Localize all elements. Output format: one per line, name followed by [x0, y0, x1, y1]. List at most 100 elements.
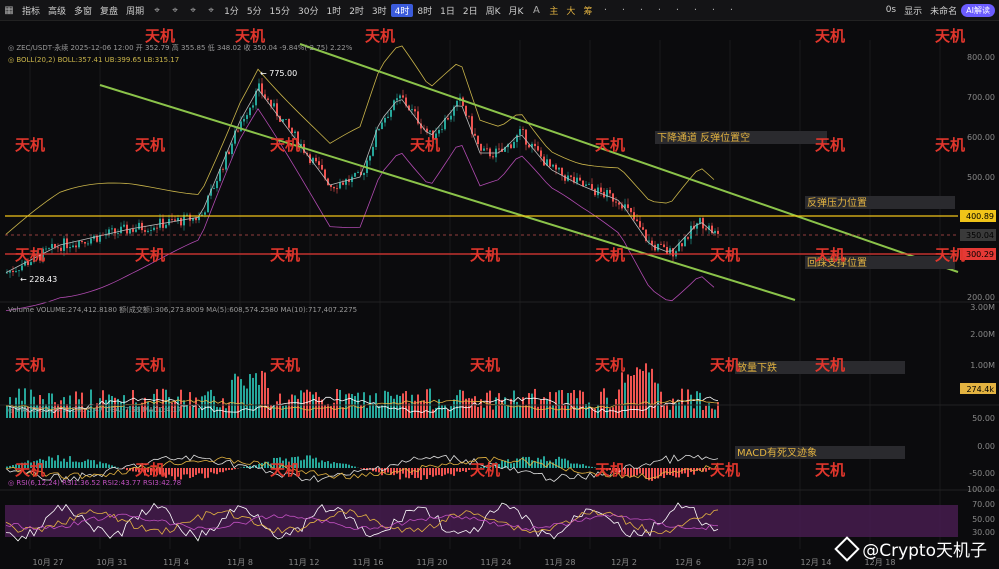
macd-bar — [111, 465, 113, 468]
volume-bar — [345, 394, 347, 418]
candle-body — [270, 99, 272, 107]
shape-icon[interactable]: · — [657, 4, 662, 16]
candle-body — [477, 135, 479, 144]
toolbar-item-13[interactable]: 8时 — [417, 6, 433, 17]
toolbar-item-5[interactable]: 1分 — [224, 6, 239, 17]
candle-body — [396, 98, 398, 101]
toolbar-item-6[interactable]: 5分 — [246, 6, 262, 17]
macd-bar — [135, 468, 137, 472]
line-icon[interactable]: ⌖ — [190, 4, 196, 16]
macd-bar — [222, 468, 224, 473]
measure-icon[interactable]: · — [639, 4, 644, 16]
toolbar-right-1[interactable]: 显示 — [904, 6, 923, 17]
candle-body — [357, 171, 359, 173]
crosshair-icon[interactable]: ⌖ — [154, 4, 160, 16]
macd-bar — [675, 468, 677, 478]
volume-bar — [510, 398, 512, 418]
volume-bar — [693, 408, 695, 418]
macd-bar — [639, 468, 641, 474]
candle-body — [300, 144, 302, 147]
macd-bar — [333, 462, 335, 468]
trash-icon[interactable]: · — [729, 4, 734, 16]
toolbar-item-7[interactable]: 15分 — [269, 6, 290, 17]
text-icon[interactable]: A — [532, 4, 540, 16]
toolbar-item-10[interactable]: 2时 — [349, 6, 364, 17]
volume-bar — [531, 393, 533, 418]
candle-body — [582, 180, 584, 187]
macd-bar — [321, 460, 323, 468]
lock-icon[interactable]: · — [693, 4, 698, 16]
toolbar-item-4[interactable]: 周期 — [126, 6, 145, 17]
candle-body — [21, 265, 23, 271]
toolbar-gold-1[interactable]: 大 — [566, 6, 576, 17]
macd-bar — [651, 468, 653, 481]
toolbar-item-17[interactable]: 月K — [508, 6, 524, 17]
toolbar-gold-0[interactable]: 主 — [549, 6, 559, 17]
volume-bar — [714, 409, 716, 418]
volume-bar — [243, 385, 245, 418]
toolbar-right-2[interactable]: 未命名 — [930, 6, 958, 17]
macd-bar — [72, 461, 74, 468]
macd-dif — [5, 454, 719, 483]
macd-bar — [144, 468, 146, 476]
volume-bar — [30, 389, 32, 418]
candle-body — [600, 187, 602, 192]
candle-body — [216, 181, 218, 189]
macd-bar — [30, 462, 32, 468]
toolbar-right-0[interactable]: 0s — [885, 5, 897, 15]
tag-upper-bg — [960, 210, 996, 222]
macd-bar — [249, 465, 251, 468]
tag-current: 350.04 — [966, 231, 994, 240]
ruler-icon[interactable]: ⌖ — [208, 4, 214, 16]
candle-body — [597, 187, 599, 196]
toolbar-item-11[interactable]: 3时 — [371, 6, 387, 17]
toolbar-item-3[interactable]: 复盘 — [100, 6, 119, 17]
volume-bar — [528, 393, 530, 418]
macd-bar — [654, 468, 656, 479]
toolbar-item-2[interactable]: 多窗 — [74, 6, 93, 17]
volume-bar — [603, 388, 605, 418]
brush-icon[interactable]: · — [621, 4, 626, 16]
toolbar-item-12[interactable]: 4时 — [390, 3, 414, 17]
volume-bar — [96, 403, 98, 418]
macd-bar — [645, 468, 647, 479]
volume-bar — [369, 395, 371, 418]
vol-ma5 — [5, 396, 719, 414]
chart-icon[interactable]: ▦ — [4, 4, 14, 16]
candle-body — [408, 105, 410, 111]
candle-body — [687, 237, 689, 239]
macd-bar — [603, 468, 605, 470]
macd-bar — [375, 468, 377, 472]
drag-icon[interactable]: · — [603, 4, 608, 16]
ai-button[interactable]: AI解读 — [961, 3, 995, 17]
toolbar-item-9[interactable]: 1时 — [326, 6, 342, 17]
volume-bar — [6, 404, 8, 418]
toolbar-gold-2[interactable]: 筹 — [583, 6, 593, 17]
volume-bar — [633, 374, 635, 418]
toolbar-item-14[interactable]: 1日 — [440, 6, 455, 17]
volume-bar — [414, 400, 416, 418]
volume-bar — [591, 407, 593, 418]
toolbar-item-15[interactable]: 2日 — [462, 6, 478, 17]
footer-text: @Crypto天机子 — [862, 541, 987, 561]
toolbar-item-8[interactable]: 30分 — [298, 6, 319, 17]
volume-bar — [183, 400, 185, 418]
toolbar-item-1[interactable]: 高级 — [48, 6, 67, 17]
volume-bar — [450, 406, 452, 418]
macd-bar — [303, 459, 305, 468]
candle-body — [255, 90, 257, 106]
pen-icon[interactable]: ⌖ — [172, 4, 178, 16]
volume-bar — [348, 393, 350, 418]
volume-bar — [63, 397, 65, 418]
candle-body — [390, 109, 392, 117]
toolbar-item-16[interactable]: 周K — [485, 6, 501, 17]
macd-bar — [360, 468, 362, 469]
eye-icon[interactable]: · — [675, 4, 680, 16]
toolbar-item-0[interactable]: 指标 — [22, 6, 41, 17]
filter-icon[interactable]: · — [711, 4, 716, 16]
macd-bar — [429, 468, 431, 475]
macd-bar — [384, 468, 386, 473]
volume-bar — [642, 370, 644, 418]
volume-bar — [624, 382, 626, 418]
